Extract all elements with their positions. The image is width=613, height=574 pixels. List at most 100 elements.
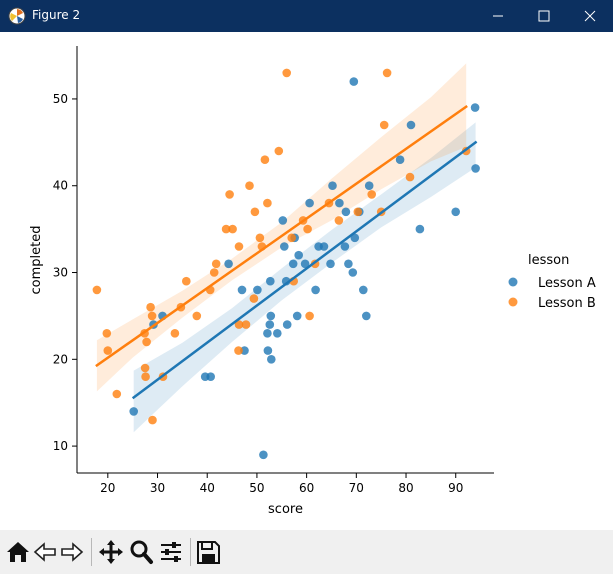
scatter-point <box>237 285 247 295</box>
scatter-point <box>288 259 298 269</box>
scatter-point <box>287 233 297 243</box>
scatter-point <box>148 415 157 425</box>
scatter-point <box>470 103 480 112</box>
save-icon[interactable] <box>194 538 222 566</box>
scatter-point <box>305 198 314 208</box>
scatter-point <box>353 207 363 217</box>
zoom-icon[interactable] <box>127 538 155 566</box>
regression-chart: 20 30 40 50 60 70 80 90 10 20 30 40 50 score complet… <box>29 46 596 517</box>
y-tick-label: 40 <box>53 179 68 193</box>
scatter-point <box>395 155 405 164</box>
legend-marker <box>508 277 518 287</box>
scatter-point <box>265 320 275 329</box>
scatter-point <box>147 311 157 321</box>
scatter-point <box>328 181 337 190</box>
scatter-point <box>103 346 113 355</box>
x-tick-label: 70 <box>349 481 364 495</box>
scatter-point <box>263 198 272 208</box>
scatter-point <box>146 302 155 312</box>
scatter-point <box>274 146 284 156</box>
home-icon[interactable] <box>4 538 32 566</box>
scatter-point <box>249 294 259 303</box>
x-axis-label: score <box>268 502 303 517</box>
scatter-point <box>263 329 272 338</box>
scatter-point <box>471 164 480 173</box>
confidence-band <box>133 122 476 433</box>
scatter-point <box>234 346 243 355</box>
y-axis-label: completed <box>29 226 44 295</box>
minimize-icon[interactable] <box>475 0 521 32</box>
scatter-point <box>282 320 292 329</box>
y-tick-label: 30 <box>53 266 68 280</box>
scatter-point <box>192 311 202 321</box>
close-icon[interactable] <box>567 0 613 32</box>
window-title: Figure 2 <box>32 8 81 22</box>
scatter-point <box>292 311 302 321</box>
scatter-point <box>170 329 180 338</box>
scatter-point <box>367 190 377 199</box>
scatter-point <box>406 120 416 130</box>
pan-icon[interactable] <box>97 538 125 566</box>
scatter-point <box>221 224 231 234</box>
legend-label: Lesson B <box>538 296 596 311</box>
scatter-point <box>362 311 371 321</box>
x-tick-label: 50 <box>249 481 264 495</box>
scatter-point <box>245 181 254 190</box>
scatter-point <box>141 372 150 382</box>
x-tick-label: 40 <box>200 481 215 495</box>
scatter-point <box>209 268 219 277</box>
scatter-point <box>319 242 329 251</box>
regression-line <box>131 140 478 400</box>
legend-label: Lesson A <box>538 276 596 291</box>
navigation-toolbar <box>0 530 613 574</box>
legend: lesson Lesson A Lesson B <box>508 253 596 311</box>
scatter-point <box>359 285 368 295</box>
scatter-point <box>250 207 260 217</box>
scatter-point <box>300 259 310 269</box>
scatter-point <box>305 311 314 321</box>
scatter-point <box>260 155 270 164</box>
scatter-point <box>92 285 102 295</box>
y-tick-label: 50 <box>53 92 68 106</box>
scatter-point <box>451 207 461 217</box>
scatter-point <box>273 329 282 338</box>
scatter-point <box>348 268 358 277</box>
configure-subplots-icon[interactable] <box>157 538 185 566</box>
x-tick-label: 30 <box>150 481 165 495</box>
toolbar-separator <box>91 538 92 566</box>
scatter-point <box>253 285 262 295</box>
scatter-point <box>228 224 237 234</box>
scatter-point <box>211 259 221 269</box>
scatter-point <box>382 68 392 78</box>
scatter-point <box>129 407 138 416</box>
maximize-icon[interactable] <box>521 0 567 32</box>
scatter-point <box>379 120 389 130</box>
forward-icon[interactable] <box>58 538 86 566</box>
scatter-point <box>241 320 251 329</box>
scatter-point <box>326 259 335 269</box>
scatter-point <box>340 242 350 251</box>
scatter-point <box>405 172 415 182</box>
scatter-point <box>278 216 288 225</box>
legend-title: lesson <box>528 253 569 268</box>
toolbar-separator <box>190 538 191 566</box>
scatter-point <box>182 276 191 286</box>
scatter-point <box>350 233 360 243</box>
back-icon[interactable] <box>31 538 59 566</box>
scatter-point <box>335 198 344 208</box>
confidence-band <box>96 63 467 392</box>
scatter-point <box>255 233 265 243</box>
scatter-point <box>341 207 351 217</box>
x-tick-label: 60 <box>299 481 314 495</box>
scatter-point <box>280 242 289 251</box>
scatter-point <box>349 77 359 86</box>
scatter-point <box>267 355 276 364</box>
scatter-point <box>112 389 122 399</box>
window-titlebar: Figure 2 <box>0 0 613 32</box>
scatter-point <box>225 190 234 199</box>
scatter-point <box>263 346 273 355</box>
scatter-point <box>206 372 215 382</box>
x-tick-label: 20 <box>100 481 115 495</box>
figure-canvas: 20 30 40 50 60 70 80 90 10 20 30 40 50 score complet… <box>0 32 613 530</box>
legend-marker <box>508 297 518 307</box>
